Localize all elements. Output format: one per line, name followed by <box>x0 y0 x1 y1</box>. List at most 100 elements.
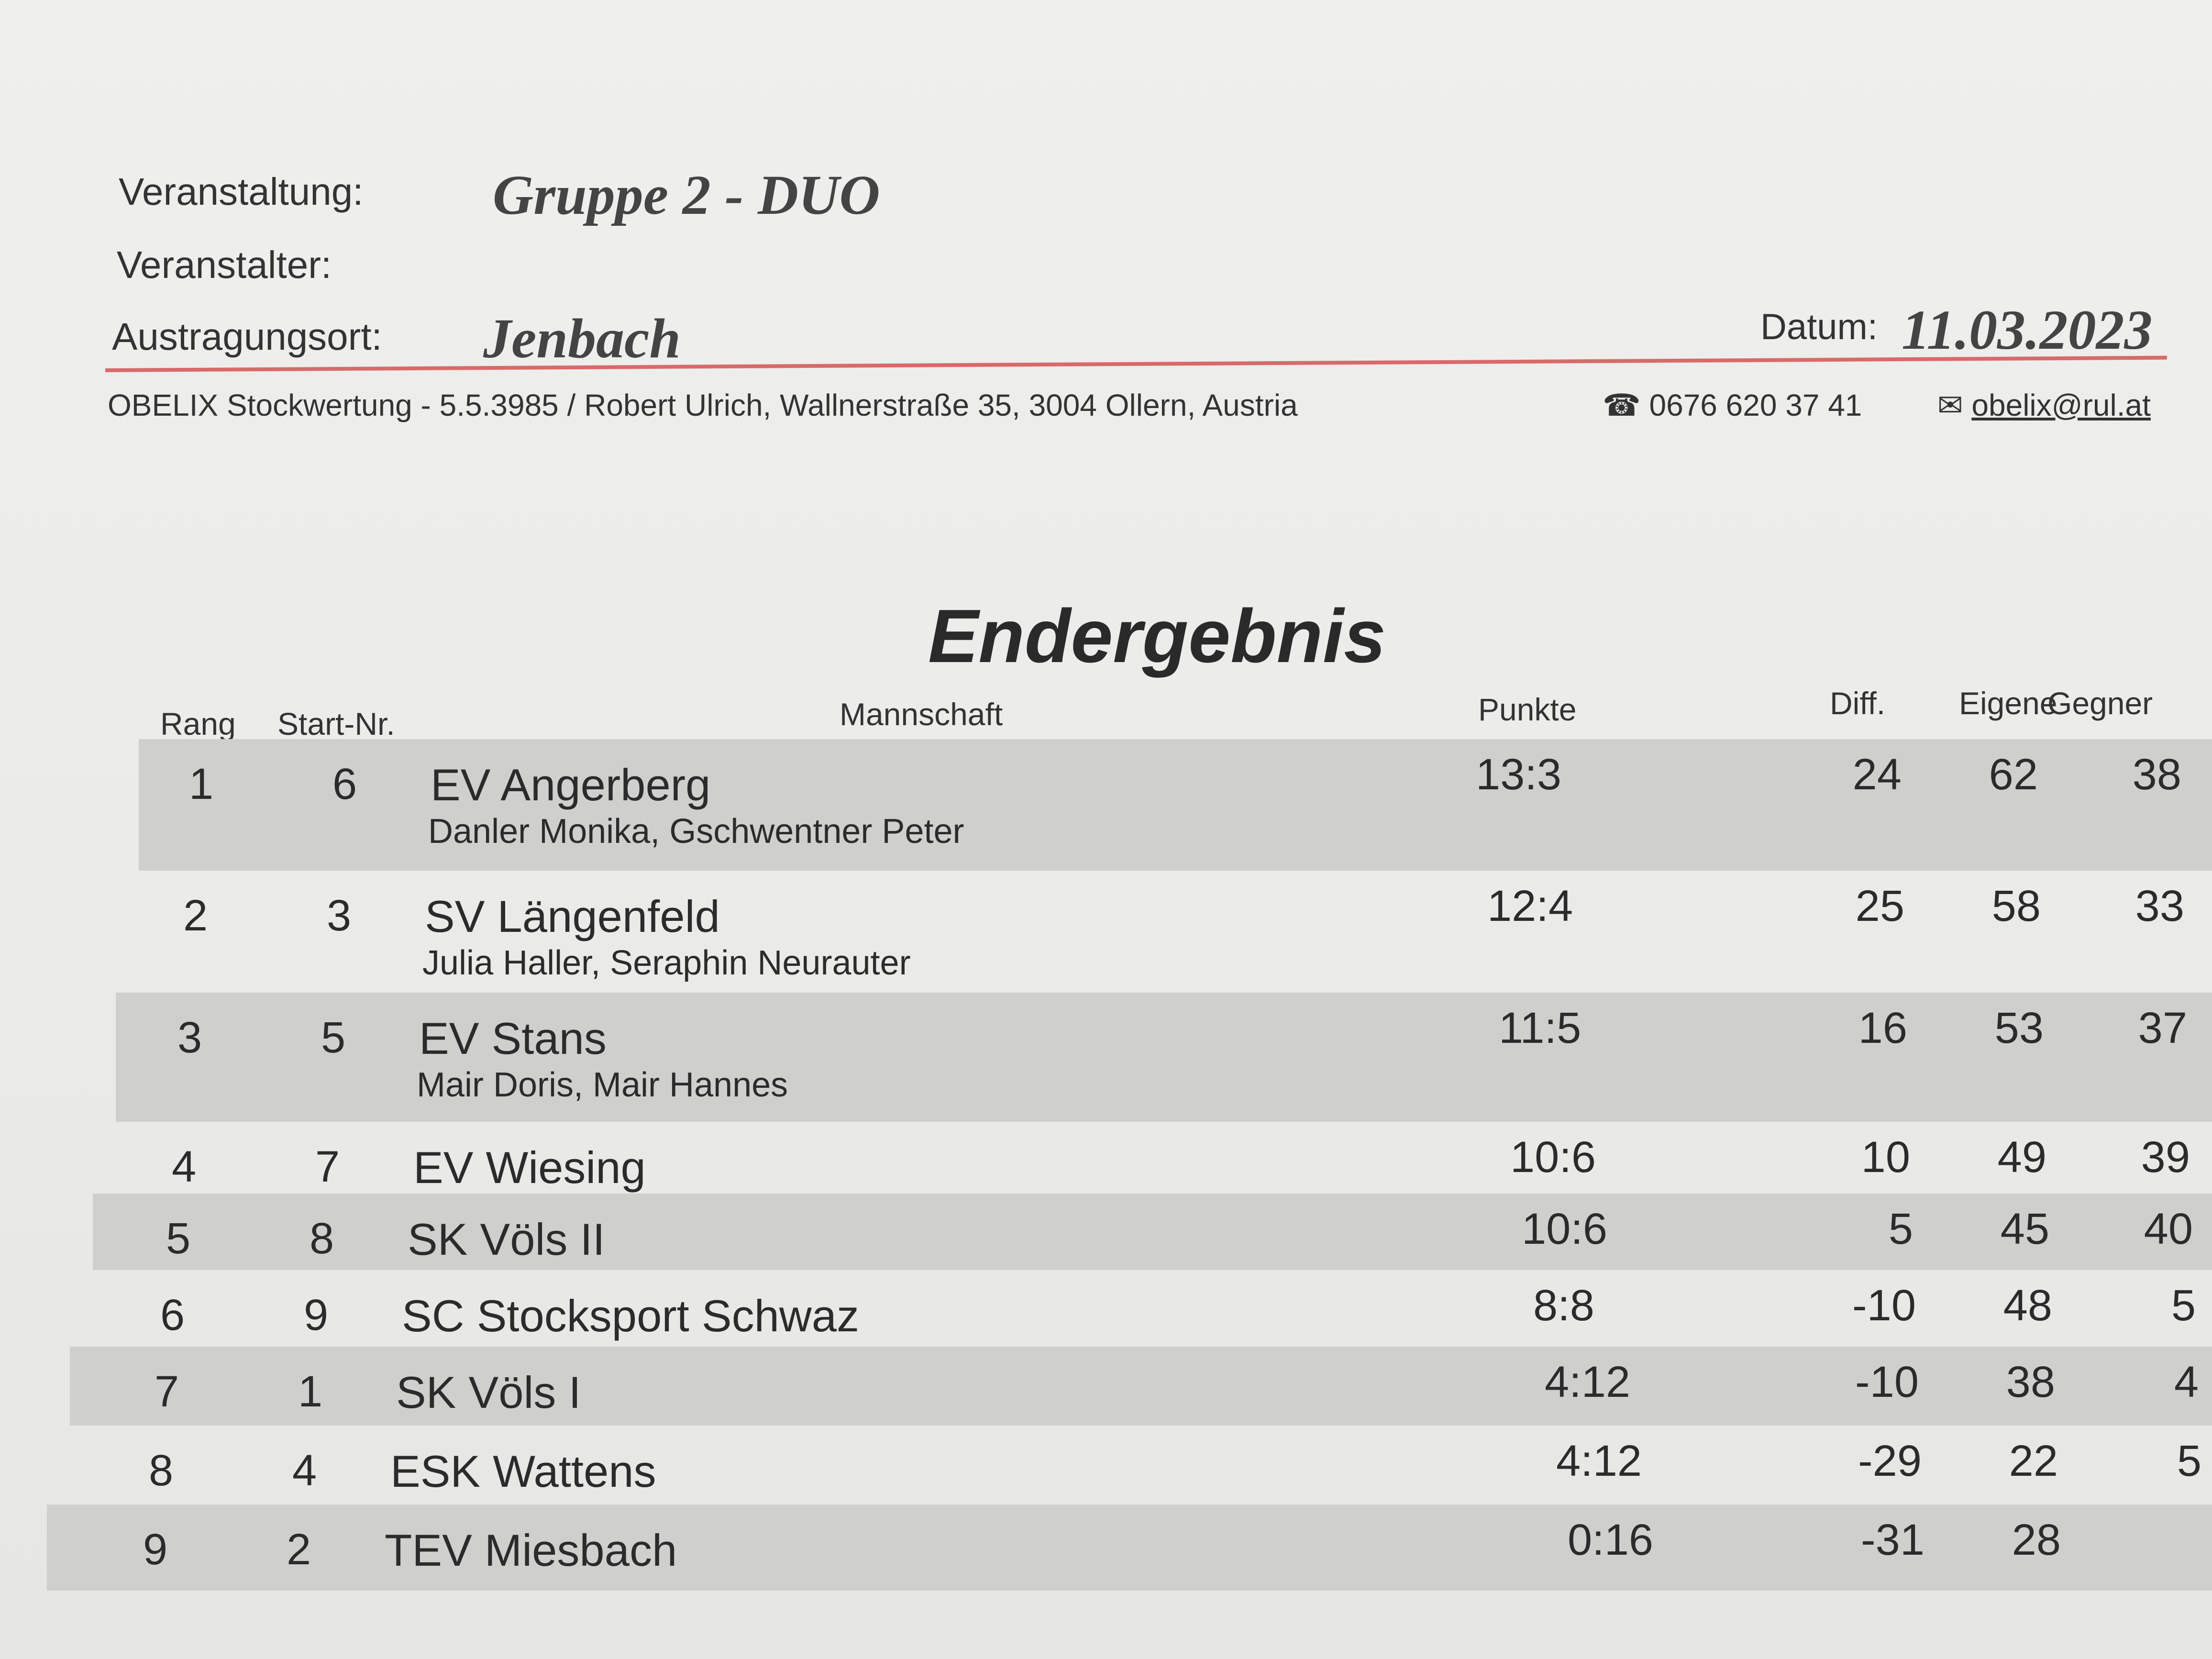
row-shading <box>116 993 2212 1122</box>
team-cell: SK Völs II <box>408 1214 605 1264</box>
rang-cell: 4 <box>172 1142 197 1191</box>
punkte-cell: 0:16 <box>1568 1515 1654 1564</box>
date-label: Datum: <box>1760 307 1878 347</box>
row-shading <box>93 1194 2212 1270</box>
punkte-cell: 11:5 <box>1499 1004 1582 1052</box>
eigene-cell: 53 <box>1994 1004 2044 1052</box>
row-shading <box>139 739 2212 871</box>
team-cell: SV Längenfeld <box>425 891 720 941</box>
eigene-cell: 58 <box>1991 882 2041 930</box>
col-start: Start-Nr. <box>277 706 395 741</box>
phone-icon: ☎ <box>1603 388 1641 422</box>
rang-cell: 7 <box>155 1367 179 1416</box>
gegner-cell: 40 <box>2144 1205 2193 1253</box>
table-row: 4 7 EV Wiesing 10:6 10 49 39 <box>0 1122 2212 1194</box>
punkte-cell: 8:8 <box>1533 1281 1594 1330</box>
mail-icon: ✉ <box>1937 388 1963 422</box>
diff-cell: 16 <box>1858 1004 1907 1052</box>
table-row: 7 1 SK Völs I 4:12 -10 38 4 <box>0 1347 2212 1426</box>
team-cell: EV Wiesing <box>413 1142 646 1193</box>
rang-cell: 1 <box>189 760 214 808</box>
table-row: 8 4 ESK Wattens 4:12 -29 22 5 <box>0 1426 2212 1504</box>
email-link[interactable]: obelix@rul.at <box>1971 388 2151 422</box>
row-shading <box>47 1504 2212 1591</box>
table-row: 1 6 EV Angerberg Danler Monika, Gschwentner… <box>0 739 2212 871</box>
punkte-cell: 10:6 <box>1510 1133 1596 1182</box>
start-cell: 2 <box>287 1525 311 1574</box>
start-cell: 5 <box>321 1013 346 1062</box>
punkte-cell: 12:4 <box>1487 882 1573 930</box>
col-gegner: Gegner <box>2047 686 2153 721</box>
row-shading <box>70 1347 2212 1426</box>
diff-cell: -10 <box>1852 1281 1916 1330</box>
start-cell: 7 <box>315 1142 340 1191</box>
gegner-cell: 4 <box>2174 1358 2199 1406</box>
eigene-cell: 45 <box>2000 1205 2049 1253</box>
table-row: 5 8 SK Völs II 10:6 5 45 40 <box>0 1194 2212 1270</box>
team-cell: EV Angerberg <box>431 760 711 810</box>
phone-number: 0676 620 37 41 <box>1649 388 1862 422</box>
punkte-cell: 4:12 <box>1545 1358 1631 1406</box>
diff-cell: 10 <box>1861 1133 1910 1182</box>
col-diff: Diff. <box>1830 686 1886 721</box>
table-row: 6 9 SC Stocksport Schwaz 8:8 -10 48 5 <box>0 1270 2212 1347</box>
rang-cell: 6 <box>160 1291 185 1339</box>
event-label: Veranstaltung: <box>119 170 364 213</box>
table-row: 9 2 TEV Miesbach 0:16 -31 28 <box>0 1504 2212 1591</box>
diff-cell: -10 <box>1855 1358 1919 1406</box>
eigene-cell: 48 <box>2003 1281 2052 1330</box>
col-punkte: Punkte <box>1478 692 1577 727</box>
diff-cell: 25 <box>1855 882 1904 930</box>
gegner-cell: 5 <box>2171 1281 2196 1330</box>
rang-cell: 3 <box>177 1013 202 1062</box>
players-cell: Mair Doris, Mair Hannes <box>417 1066 788 1104</box>
gegner-cell: 33 <box>2135 882 2184 930</box>
team-cell: EV Stans <box>419 1013 607 1063</box>
rang-cell: 5 <box>166 1214 191 1263</box>
diff-cell: -31 <box>1861 1515 1924 1564</box>
start-cell: 6 <box>332 760 357 808</box>
table-row: 3 5 EV Stans Mair Doris, Mair Hannes 11:5 16 5… <box>0 993 2212 1122</box>
start-cell: 3 <box>327 891 352 940</box>
col-eigene: Eigene <box>1959 686 2057 721</box>
punkte-cell: 10:6 <box>1522 1205 1608 1253</box>
gegner-cell: 37 <box>2138 1004 2187 1052</box>
team-cell: SC Stocksport Schwaz <box>402 1291 860 1341</box>
team-cell: ESK Wattens <box>390 1446 656 1496</box>
eigene-cell: 22 <box>2009 1437 2058 1485</box>
software-info: OBELIX Stockwertung - 5.5.3985 / Robert … <box>108 388 1298 422</box>
eigene-cell: 62 <box>1989 750 2038 799</box>
start-cell: 4 <box>292 1446 317 1495</box>
gegner-cell: 38 <box>2132 750 2181 799</box>
phone-block: ☎ 0676 620 37 41 <box>1603 387 1862 423</box>
players-cell: Danler Monika, Gschwentner Peter <box>428 812 964 851</box>
rang-cell: 8 <box>149 1446 174 1495</box>
organizer-label: Veranstalter: <box>117 243 332 286</box>
date-value: 11.03.2023 <box>1902 299 2153 361</box>
col-rang: Rang <box>160 706 236 741</box>
diff-cell: -29 <box>1858 1437 1922 1485</box>
location-value: Jenbach <box>483 307 681 370</box>
start-cell: 9 <box>304 1291 329 1339</box>
team-cell: TEV Miesbach <box>385 1525 677 1575</box>
location-label: Austragungsort: <box>112 315 382 358</box>
col-team: Mannschaft <box>840 697 1003 732</box>
eigene-cell: 28 <box>2012 1515 2061 1564</box>
punkte-cell: 13:3 <box>1476 750 1562 799</box>
gegner-cell: 5 <box>2177 1437 2201 1485</box>
players-cell: Julia Haller, Seraphin Neurauter <box>422 944 911 982</box>
rang-cell: 2 <box>183 891 208 940</box>
diff-cell: 24 <box>1852 750 1902 799</box>
start-cell: 1 <box>298 1367 323 1416</box>
rang-cell: 9 <box>143 1525 168 1574</box>
eigene-cell: 38 <box>2006 1358 2055 1406</box>
diff-cell: 5 <box>1888 1205 1913 1253</box>
header-underline <box>105 355 2167 372</box>
team-cell: SK Völs I <box>396 1367 581 1417</box>
table-row: 2 3 SV Längenfeld Julia Haller, Seraphin Ne… <box>0 871 2212 993</box>
page-title: Endergebnis <box>928 594 1386 678</box>
start-cell: 8 <box>310 1214 334 1263</box>
punkte-cell: 4:12 <box>1556 1437 1642 1485</box>
gegner-cell: 39 <box>2141 1133 2190 1182</box>
